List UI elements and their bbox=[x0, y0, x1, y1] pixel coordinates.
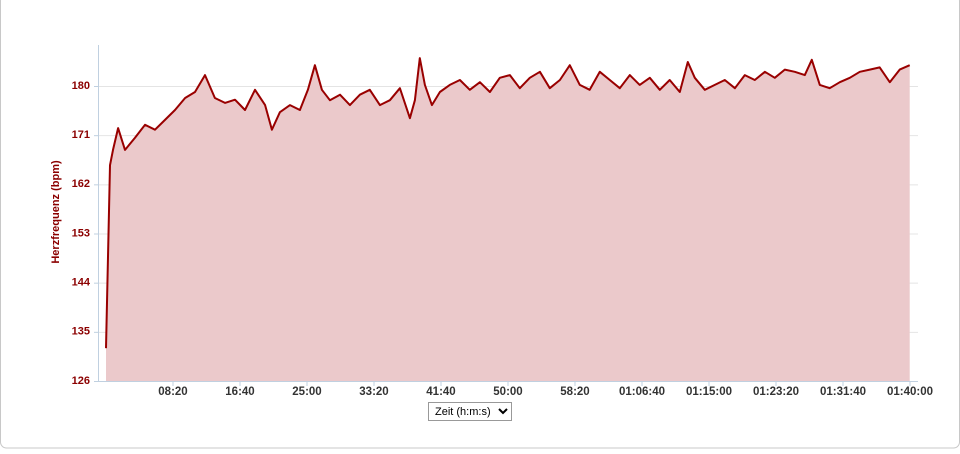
y-tick-label: 135 bbox=[72, 326, 90, 338]
x-tick-label: 08:20 bbox=[158, 386, 187, 398]
y-axis-title: Herzfrequenz (bpm) bbox=[50, 160, 62, 264]
area bbox=[106, 58, 910, 381]
x-tick-label: 50:00 bbox=[493, 386, 522, 398]
y-tick-label: 144 bbox=[72, 277, 91, 289]
x-tick-label: 01:40:00 bbox=[887, 386, 933, 398]
x-tick-label: 01:15:00 bbox=[686, 386, 732, 398]
x-tick-label: 41:40 bbox=[426, 386, 455, 398]
x-tick-label: 01:23:20 bbox=[753, 386, 799, 398]
y-tick-label: 162 bbox=[72, 178, 90, 190]
x-tick-label: 01:06:40 bbox=[619, 386, 665, 398]
plot bbox=[105, 57, 911, 381]
x-tick-label: 01:31:40 bbox=[820, 386, 866, 398]
y-tick-label: 180 bbox=[72, 80, 90, 92]
y-tick-label: 153 bbox=[72, 227, 90, 239]
x-tick-label: 16:40 bbox=[225, 386, 254, 398]
x-tick-label: 33:20 bbox=[359, 386, 388, 398]
y-tick-label: 126 bbox=[72, 375, 90, 387]
x-axis-selector[interactable]: Zeit (h:m:s) bbox=[428, 402, 512, 421]
y-tick-label: 171 bbox=[72, 129, 90, 141]
x-tick-label: 25:00 bbox=[292, 386, 321, 398]
x-tick-label: 58:20 bbox=[560, 386, 589, 398]
line bbox=[105, 57, 911, 349]
labels: 126 135 144 153 162 171 180 08:20 16:40 25:00 33:2… bbox=[72, 80, 933, 398]
